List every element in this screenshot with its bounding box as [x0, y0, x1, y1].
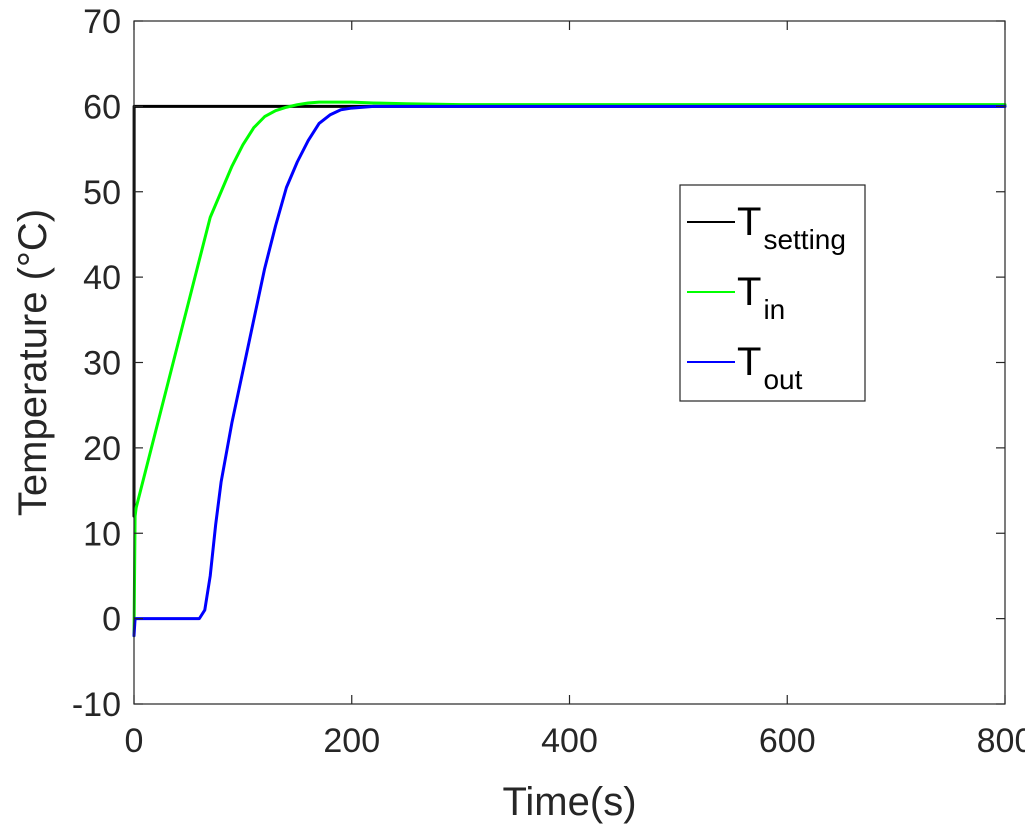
series-line-in [132, 100, 1007, 638]
legend-label-main: T [737, 270, 761, 314]
y-tick-label: 60 [83, 88, 121, 126]
legend-label-main: T [737, 200, 761, 244]
x-tick-label: 0 [125, 722, 144, 760]
y-axis-title: Temperature (°C) [11, 209, 55, 516]
legend-label-setting: Tsetting [737, 200, 846, 255]
y-tick-label: 40 [83, 259, 121, 297]
x-tick-label: 200 [323, 722, 380, 760]
legend-label-main: T [737, 340, 761, 384]
legend-label-out: Tout [737, 340, 803, 395]
legend-label-in: Tin [737, 270, 785, 325]
series-layer [132, 100, 1007, 638]
y-tick-label: 50 [83, 174, 121, 212]
x-tick-label: 400 [541, 722, 598, 760]
y-tick-label: 30 [83, 345, 121, 383]
y-tick-label: -10 [72, 686, 121, 724]
series-line-setting [132, 104, 1007, 518]
y-tick-label: 10 [83, 515, 121, 553]
y-tick-label: 20 [83, 430, 121, 468]
y-tick-label: 70 [83, 3, 121, 41]
x-tick-label: 600 [759, 722, 816, 760]
plot-frame [133, 20, 1006, 705]
x-tick-label: 800 [977, 722, 1025, 760]
series-line-out [132, 104, 1007, 638]
y-tick-label: 0 [102, 601, 121, 639]
x-axis-title: Time(s) [502, 780, 636, 824]
legend-label-subscript: setting [763, 224, 846, 255]
legend-label-subscript: in [763, 294, 785, 325]
legend-label-subscript: out [763, 364, 802, 395]
